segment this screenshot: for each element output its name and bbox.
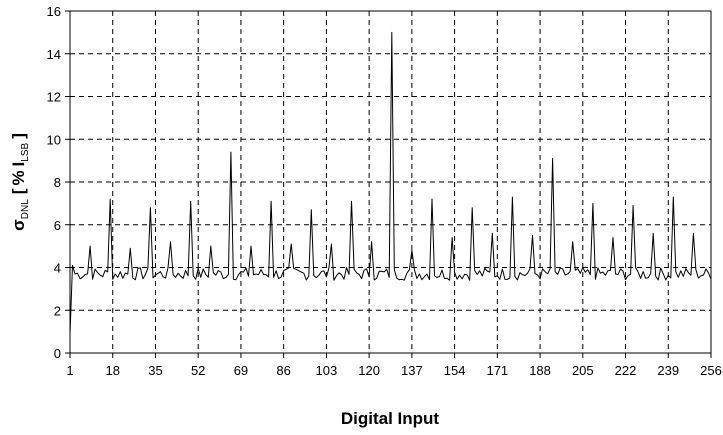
y-axis-bracket-open: [ [9, 188, 28, 194]
y-tick-label: 0 [54, 346, 61, 361]
x-axis-ticks: 1 18 35 52 69 86 103 120 137 154 171 188 205 222 239 25… [66, 353, 722, 378]
x-tick-label: 154 [444, 363, 466, 378]
y-axis-main-sub: LSB [20, 142, 31, 161]
y-axis-symbol: σ [9, 219, 28, 231]
y-tick-label: 14 [47, 47, 61, 62]
x-tick-label: 239 [657, 363, 679, 378]
y-axis-main: I [9, 162, 28, 167]
y-axis-symbol-sub: DNL [20, 199, 31, 219]
x-tick-label: 171 [486, 363, 508, 378]
x-tick-label: 222 [615, 363, 637, 378]
y-axis-ticks: 0 2 4 6 8 10 12 14 16 [47, 4, 70, 361]
grid-lines [70, 11, 711, 353]
x-tick-label: 120 [358, 363, 380, 378]
y-axis-percent: % [9, 170, 28, 185]
x-tick-label: 137 [401, 363, 423, 378]
x-tick-label: 52 [191, 363, 205, 378]
x-axis-title: Digital Input [341, 409, 440, 428]
y-tick-label: 12 [47, 90, 61, 105]
y-tick-label: 6 [54, 218, 61, 233]
x-tick-label: 69 [234, 363, 248, 378]
x-tick-label: 205 [572, 363, 594, 378]
x-tick-label: 103 [316, 363, 338, 378]
x-tick-label: 86 [276, 363, 290, 378]
y-axis-title: σDNL [% ILSB] [9, 133, 31, 231]
y-tick-label: 4 [54, 261, 61, 276]
x-tick-label: 188 [529, 363, 551, 378]
series-line [69, 31, 712, 334]
y-tick-label: 10 [47, 132, 61, 147]
y-tick-label: 16 [47, 4, 61, 19]
x-tick-label: 35 [148, 363, 162, 378]
y-axis-bracket-close: ] [9, 133, 28, 139]
y-tick-label: 2 [54, 303, 61, 318]
y-tick-label: 8 [54, 175, 61, 190]
x-tick-label: 256 [700, 363, 722, 378]
x-tick-label: 1 [66, 363, 73, 378]
x-tick-label: 18 [105, 363, 119, 378]
